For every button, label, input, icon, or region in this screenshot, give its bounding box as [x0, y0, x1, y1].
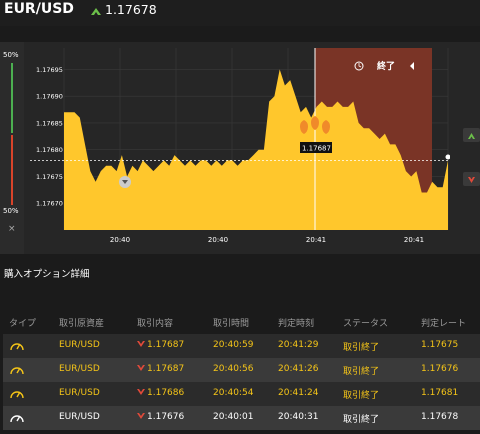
x-tick-label: 20:41: [404, 236, 424, 244]
row-time: 20:40:54: [213, 388, 254, 398]
y-tick-label: 1.17685: [36, 119, 63, 127]
table-row[interactable]: EUR/USD 1.17687 20:40:59 20:41:29 取引終了 1.1767…: [3, 334, 480, 358]
section-title: 購入オプション詳細: [4, 269, 90, 280]
trade-marker-down[interactable]: [300, 116, 330, 134]
table-row[interactable]: EUR/USD 1.17686 20:40:54 20:41:24 取引終了 1.1768…: [3, 382, 480, 406]
header-judge-time: 判定時刻: [278, 319, 315, 329]
current-price-dot: [445, 154, 450, 160]
meter-down-bar: [11, 135, 13, 205]
header-asset: 取引原資産: [59, 319, 105, 329]
row-time: 20:40:01: [213, 412, 254, 422]
up-arrow-icon: [91, 8, 101, 15]
table-body: EUR/USD 1.17687 20:40:59 20:41:29 取引終了 1.1767…: [3, 334, 480, 430]
y-tick-label: 1.17680: [36, 146, 63, 154]
row-judge-time: 20:41:26: [278, 364, 319, 374]
gauge-icon: [10, 415, 24, 423]
table-row[interactable]: EUR/USD 1.17687 20:40:56 20:41:26 取引終了 1.1767…: [3, 358, 480, 382]
y-tick-label: 1.17675: [36, 173, 63, 181]
x-tick-label: 20:40: [110, 236, 130, 244]
current-price: 1.17678: [105, 2, 157, 17]
currency-pair-title[interactable]: EUR/USD: [4, 1, 74, 17]
row-judge-time: 20:40:31: [278, 412, 319, 422]
row-judge-time: 20:41:24: [278, 388, 319, 398]
row-rate: 1.17678: [421, 412, 459, 422]
price-chart[interactable]: 1.17695 1.17690 1.17685 1.17680 1.17675 1.176…: [30, 42, 450, 254]
up-arrow-icon: [468, 133, 475, 139]
header-type: タイプ: [9, 319, 37, 329]
header-content: 取引内容: [137, 319, 174, 329]
x-axis-labels: 20:40 20:40 20:41 20:41: [110, 236, 424, 244]
x-tick-label: 20:40: [208, 236, 228, 244]
header-time: 取引時間: [213, 319, 250, 329]
row-asset: EUR/USD: [59, 388, 100, 398]
row-content-value: 1.17686: [147, 388, 185, 398]
row-judge-time: 20:41:29: [278, 340, 319, 350]
clock-icon: [354, 61, 364, 71]
call-side-button[interactable]: [463, 128, 480, 142]
entry-price-tag: 1.17687: [300, 142, 332, 153]
y-tick-label: 1.17695: [36, 66, 63, 74]
x-tick-label: 20:41: [306, 236, 326, 244]
row-content: 1.17687: [137, 340, 184, 350]
row-content: 1.17687: [137, 364, 184, 374]
row-rate: 1.17676: [421, 364, 459, 374]
row-status: 取引終了: [343, 391, 380, 401]
row-time: 20:40:56: [213, 364, 254, 374]
row-rate: 1.17675: [421, 340, 459, 350]
down-arrow-icon: [137, 365, 145, 371]
trade-marker-past[interactable]: [119, 176, 131, 188]
table-row[interactable]: EUR/USD 1.17676 20:40:01 20:40:31 取引終了 1.1767…: [3, 406, 480, 430]
gauge-icon: [10, 367, 24, 375]
row-content: 1.17676: [137, 412, 184, 422]
row-content-value: 1.17687: [147, 364, 185, 374]
header-status: ステータス: [343, 319, 389, 329]
expiry-label: 終了: [354, 60, 414, 72]
expiry-text: 終了: [377, 60, 395, 72]
down-arrow-icon: [137, 341, 145, 347]
gauge-icon: [10, 343, 24, 351]
y-axis-labels: 1.17695 1.17690 1.17685 1.17680 1.17675 1.176…: [36, 66, 63, 208]
down-arrow-icon: [137, 389, 145, 395]
header-bar: EUR/USD 1.17678: [0, 0, 480, 26]
row-status: 取引終了: [343, 367, 380, 377]
meter-down-percent: 50%: [3, 207, 19, 215]
row-asset: EUR/USD: [59, 340, 100, 350]
row-content: 1.17686: [137, 388, 184, 398]
option-details-table: タイプ 取引原資産 取引内容 取引時間 判定時刻 ステータス 判定レート EUR…: [3, 310, 480, 430]
meter-up-percent: 50%: [3, 51, 19, 59]
row-content-value: 1.17687: [147, 340, 185, 350]
price-chart-panel: 50% 50% × 1.17695 1.17690 1.17685 1.17680 1.…: [0, 42, 480, 254]
meter-close-icon[interactable]: ×: [8, 224, 16, 234]
y-tick-label: 1.17690: [36, 93, 63, 101]
row-asset: EUR/USD: [59, 364, 100, 374]
entry-price-text: 1.17687: [302, 145, 331, 153]
row-rate: 1.17681: [421, 388, 459, 398]
row-content-value: 1.17676: [147, 412, 185, 422]
row-status: 取引終了: [343, 415, 380, 425]
right-side-panel: [458, 42, 480, 254]
meter-up-bar: [11, 63, 13, 133]
put-side-button[interactable]: [463, 172, 480, 186]
table-header: タイプ 取引原資産 取引内容 取引時間 判定時刻 ステータス 判定レート: [3, 310, 480, 334]
row-time: 20:40:59: [213, 340, 254, 350]
down-arrow-icon: [137, 413, 145, 419]
down-arrow-icon: [468, 177, 475, 183]
price-area: [64, 69, 448, 231]
gauge-icon: [10, 391, 24, 399]
header-rate: 判定レート: [421, 319, 467, 329]
row-asset: EUR/USD: [59, 412, 100, 422]
row-status: 取引終了: [343, 343, 380, 353]
sentiment-meter: 50% 50% ×: [0, 42, 24, 254]
y-tick-label: 1.17670: [36, 200, 63, 208]
